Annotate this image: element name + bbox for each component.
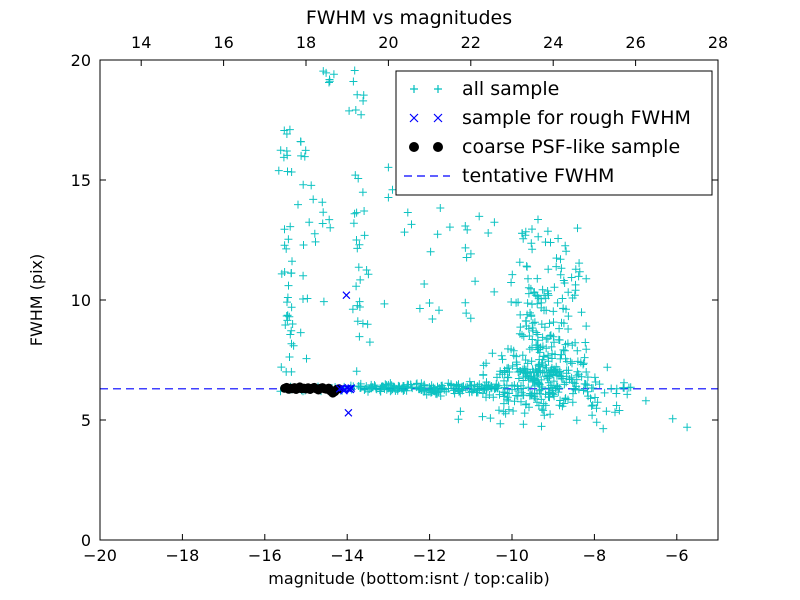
legend: all sample sample for rough FWHM coarse PS… <box>395 70 713 196</box>
x-tick-label: −10 <box>495 546 529 565</box>
y-tick-label: 0 <box>81 531 91 550</box>
x-tick-label: −8 <box>583 546 607 565</box>
top-tick-label: 14 <box>131 33 151 52</box>
y-tick-label: 10 <box>71 291 91 310</box>
top-tick-label: 18 <box>296 33 316 52</box>
x-tick-label: −14 <box>330 546 364 565</box>
series-psf-sample <box>280 382 344 398</box>
x-axis-top: 14 16 18 20 22 24 26 28 <box>131 33 728 66</box>
x-tick-label: −12 <box>413 546 447 565</box>
top-tick-label: 20 <box>378 33 398 52</box>
top-tick-label: 22 <box>461 33 481 52</box>
x-axis-bottom: −20 −18 −16 −14 −12 −10 −8 −6 <box>83 534 689 565</box>
legend-label: sample for rough FWHM <box>462 107 691 129</box>
legend-label: coarse PSF-like sample <box>462 136 680 158</box>
legend-entry-dash: tentative FWHM <box>404 165 614 187</box>
legend-entry-plus: all sample <box>410 78 559 100</box>
top-tick-label: 28 <box>708 33 728 52</box>
x-marker-icon <box>433 113 443 123</box>
top-tick-label: 26 <box>625 33 645 52</box>
axes-layer: −20 −18 −16 −14 −12 −10 −8 −6 14 16 18 20 22 24 26 28 0 5… <box>71 33 729 565</box>
x-tick-label: −6 <box>665 546 689 565</box>
x-tick-label: −20 <box>83 546 117 565</box>
x-tick-label: −18 <box>166 546 200 565</box>
legend-label: all sample <box>462 78 559 100</box>
top-tick-label: 24 <box>543 33 563 52</box>
chart-title: FWHM vs magnitudes <box>306 7 512 29</box>
legend-entry-x: sample for rough FWHM <box>409 107 691 129</box>
x-tick-label: −16 <box>248 546 282 565</box>
y-tick-label: 20 <box>71 51 91 70</box>
y-axis-label: FWHM (pix) <box>27 254 46 347</box>
dot-marker-icon <box>409 142 419 152</box>
x-marker-icon <box>409 113 419 123</box>
legend-entry-dot: coarse PSF-like sample <box>409 136 680 158</box>
dot-marker-icon <box>433 142 443 152</box>
y-tick-label: 15 <box>71 171 91 190</box>
legend-box <box>395 70 713 196</box>
y-tick-label: 5 <box>81 411 91 430</box>
y-axis: 0 5 10 15 20 <box>71 51 718 550</box>
legend-label: tentative FWHM <box>462 165 614 187</box>
series-rough-sample <box>335 291 356 417</box>
top-tick-label: 16 <box>213 33 233 52</box>
plus-marker-icon <box>434 85 442 93</box>
x-axis-label: magnitude (bottom:isnt / top:calib) <box>268 569 549 588</box>
plus-marker-icon <box>410 85 418 93</box>
series-layer <box>100 66 718 433</box>
